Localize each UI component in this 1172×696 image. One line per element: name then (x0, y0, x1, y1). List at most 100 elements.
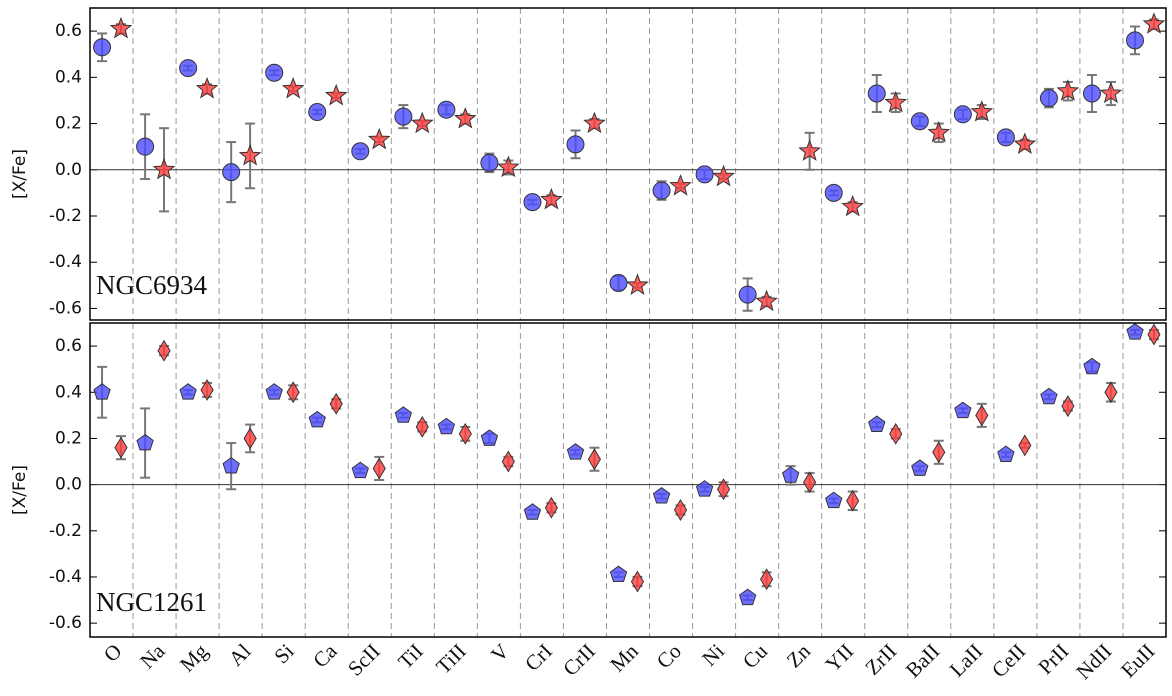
point (1083, 357, 1101, 375)
x-tick-label: Mn (605, 639, 643, 677)
y-tick-label: -0.6 (49, 613, 82, 633)
y-tick-label: 0.6 (55, 336, 82, 356)
point (415, 415, 429, 438)
y-axis-label: [X/Fe] (10, 149, 30, 199)
point (523, 193, 542, 212)
point (265, 63, 284, 82)
point (609, 565, 628, 583)
point (1142, 12, 1166, 34)
point (367, 127, 391, 150)
point (782, 466, 800, 483)
point (540, 187, 563, 210)
point (868, 415, 886, 432)
point (243, 427, 257, 450)
point (179, 59, 198, 78)
point (1147, 323, 1161, 346)
x-tick-label: BaII (901, 639, 944, 682)
point (867, 84, 886, 103)
point (824, 183, 843, 202)
y-tick-label: -0.4 (49, 252, 82, 272)
point (454, 107, 477, 129)
x-tick-label: Ca (308, 638, 342, 672)
x-tick-label: Al (224, 639, 256, 671)
x-tick-label: EuII (1116, 639, 1159, 682)
point (114, 436, 128, 459)
point (410, 111, 434, 134)
point (109, 16, 133, 39)
point (480, 429, 499, 446)
point (695, 165, 714, 184)
point (652, 487, 671, 504)
x-tick-label: ScII (343, 639, 385, 681)
x-tick-label: Co (652, 639, 686, 673)
point (970, 100, 994, 122)
point (195, 76, 219, 99)
x-tick-label: V (486, 639, 514, 667)
point (1126, 323, 1144, 340)
y-axis-label: [X/Fe] (10, 465, 30, 515)
point (324, 83, 348, 106)
point (238, 144, 262, 166)
point (222, 163, 241, 182)
point (1099, 81, 1123, 104)
point (136, 433, 154, 451)
point (93, 38, 112, 57)
point (157, 339, 171, 362)
x-tick-label: O (99, 639, 127, 667)
point (846, 489, 860, 512)
point (351, 142, 370, 161)
x-tick-label: Mg (175, 639, 213, 677)
point (609, 274, 628, 293)
x-tick-label: CeII (987, 639, 1030, 682)
point (1039, 89, 1058, 108)
y-tick-label: 0.0 (55, 160, 82, 180)
point (152, 157, 176, 180)
point (669, 174, 692, 196)
x-tick-label: Zn (782, 639, 816, 673)
point (179, 383, 197, 400)
y-tick-label: 0.4 (55, 67, 82, 87)
point (932, 441, 946, 464)
frame (89, 322, 1167, 638)
point (1013, 132, 1037, 154)
x-tick-label: YII (821, 639, 859, 677)
point (281, 76, 305, 99)
point (458, 422, 472, 445)
point (738, 285, 757, 304)
point (825, 491, 843, 509)
point (501, 450, 515, 473)
point (566, 135, 585, 154)
point (1082, 84, 1101, 103)
point (673, 499, 688, 521)
point (136, 137, 155, 156)
point (329, 392, 343, 415)
x-tick-label: Na (135, 638, 170, 673)
point (884, 90, 908, 113)
y-tick-label: 0.4 (55, 382, 82, 402)
point (716, 478, 731, 501)
panel-label: NGC1261 (96, 587, 207, 617)
point (997, 445, 1015, 462)
point (760, 568, 774, 591)
y-tick-label: -0.2 (49, 521, 82, 541)
point (222, 457, 240, 474)
point (996, 128, 1015, 147)
point (630, 570, 645, 593)
point (911, 459, 929, 476)
x-tick-label: CrI (520, 639, 557, 676)
x-tick-label: Ni (697, 639, 729, 671)
point (265, 383, 283, 400)
point (712, 164, 735, 187)
point (587, 448, 602, 471)
y-tick-label: 0.6 (55, 21, 82, 41)
panel-label: NGC6934 (96, 270, 208, 300)
point (566, 443, 585, 460)
point (1061, 395, 1075, 418)
x-tick-label: PrII (1033, 639, 1073, 679)
x-tick-label: TiII (431, 639, 471, 679)
y-tick-label: -0.2 (49, 206, 82, 226)
point (93, 383, 111, 400)
point (200, 378, 214, 401)
y-tick-label: 0.0 (55, 475, 82, 495)
